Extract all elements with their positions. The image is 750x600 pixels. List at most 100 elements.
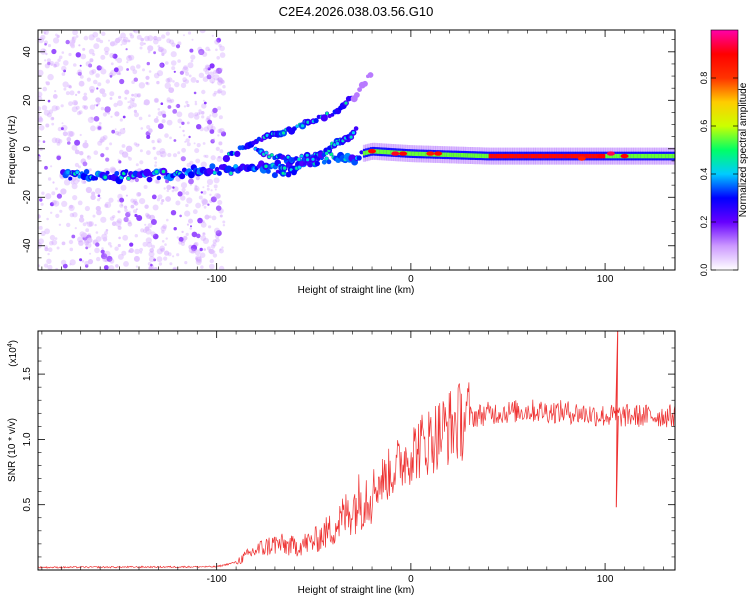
noise-dot (54, 90, 57, 93)
y-tick-label: 0 (22, 146, 33, 152)
noise-dot (165, 31, 170, 36)
branch-blob-core (281, 131, 286, 135)
noise-dot (133, 255, 140, 262)
carrier-blob-core (75, 170, 79, 174)
noise-dot (197, 217, 203, 224)
noise-dot (201, 198, 208, 205)
noise-dot (112, 53, 118, 59)
branch-blob-core (297, 157, 301, 161)
carrier-core (379, 149, 383, 154)
noise-dot (77, 90, 81, 94)
noise-dot (87, 116, 94, 123)
noise-dot (79, 133, 82, 137)
noise-dot (135, 208, 138, 211)
noise-dot (218, 155, 221, 159)
noise-dot (121, 250, 127, 256)
carrier-core (526, 153, 529, 159)
noise-dot (202, 204, 205, 207)
noise-dot (97, 82, 102, 87)
noise-dot (130, 65, 136, 71)
noise-dot (209, 263, 215, 270)
colorbar-frame (710, 29, 739, 271)
noise-dot (95, 242, 100, 247)
noise-dot (148, 256, 155, 263)
noise-dot (67, 141, 71, 145)
branch-blob (234, 150, 241, 157)
noise-dot (180, 82, 187, 89)
carrier-core (514, 153, 518, 159)
carrier-blob (187, 171, 195, 179)
noise-dot (48, 109, 54, 114)
carrier-core (607, 153, 611, 159)
branch-blob-core (305, 153, 309, 157)
noise-dot (136, 64, 141, 69)
colorbar-tick-label: 0.4 (699, 168, 709, 181)
carrier-hotspot (620, 153, 629, 159)
noise-dot (172, 186, 175, 189)
noise-dot (95, 73, 100, 78)
carrier-core (516, 153, 520, 159)
noise-dot (176, 253, 180, 257)
noise-dot (177, 118, 183, 124)
noise-dot (54, 61, 60, 68)
noise-dot (60, 104, 64, 108)
noise-dot (166, 218, 169, 222)
noise-dot (40, 202, 44, 206)
colorbar-gradient (711, 30, 738, 270)
noise-dot (39, 147, 43, 151)
noise-dot (172, 266, 178, 270)
noise-dot (98, 122, 102, 125)
colorbar-tick-label: 0.0 (699, 264, 709, 277)
noise-dot (157, 140, 160, 143)
noise-dot (124, 97, 128, 100)
branch-blob-core (267, 155, 271, 159)
noise-dot (150, 231, 156, 237)
noise-dot (78, 110, 83, 115)
noise-dot (77, 200, 83, 206)
noise-dot (150, 219, 157, 225)
noise-dot (178, 236, 184, 242)
noise-dot (117, 210, 121, 214)
noise-dot (206, 74, 212, 80)
noise-dot (216, 78, 220, 81)
branch-blob (327, 145, 332, 151)
noise-dot (200, 221, 207, 228)
carrier-core (549, 153, 553, 159)
noise-dot (144, 35, 150, 42)
noise-dot (192, 248, 197, 253)
noise-dot (145, 212, 150, 217)
noise-dot (179, 70, 184, 75)
noise-dot (192, 209, 198, 215)
noise-dot (59, 209, 63, 213)
noise-dot (69, 204, 73, 209)
noise-dot (199, 252, 206, 258)
noise-dot (47, 44, 52, 48)
noise-dot (222, 224, 226, 227)
carrier-blob (105, 170, 110, 175)
noise-dot (210, 196, 217, 203)
noise-dot (139, 149, 143, 153)
noise-dot (170, 60, 177, 66)
noise-dot (217, 80, 223, 86)
noise-dot (172, 255, 175, 258)
noise-dot (151, 194, 157, 200)
colorbar-tick-label: 0.2 (699, 216, 709, 229)
noise-dot (43, 30, 49, 35)
noise-dot (90, 125, 96, 132)
noise-dot (45, 81, 50, 86)
colorbar-label: Normalized spectral amplitude (738, 82, 749, 217)
noise-dot (198, 48, 205, 56)
carrier-core (530, 153, 534, 159)
carrier-core (376, 149, 380, 154)
noise-dot (198, 72, 205, 79)
noise-dot (127, 156, 130, 159)
noise-dot (147, 223, 153, 228)
noise-dot (83, 92, 88, 97)
noise-dot (130, 97, 133, 100)
y-tick-label: 0.5 (22, 497, 33, 511)
noise-dot (73, 63, 77, 67)
noise-dot (174, 81, 180, 88)
carrier-core (416, 151, 420, 157)
noise-dot (142, 68, 145, 72)
